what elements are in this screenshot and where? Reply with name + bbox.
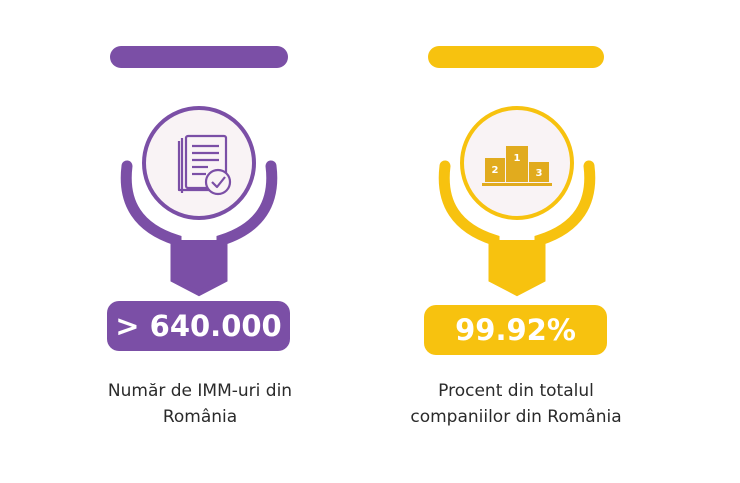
stat-caption: Procent din totalul companiilor din Româ…	[376, 378, 656, 430]
top-bar	[110, 46, 288, 68]
pin-holder-shape	[438, 160, 596, 297]
pin-holder-shape	[120, 160, 278, 297]
document-checklist-icon	[177, 134, 232, 196]
svg-text:2: 2	[492, 165, 499, 176]
caption-line: companiilor din România	[410, 407, 622, 427]
value-badge: > 640.000	[107, 301, 290, 351]
stat-card-percentage: 2 1 3 99.92% Procent din totalul compani…	[396, 0, 636, 483]
stat-caption: Număr de IMM-uri din România	[60, 378, 340, 430]
value-badge: 99.92%	[424, 305, 607, 355]
stat-card-smes-count: > 640.000 Număr de IMM-uri din România	[80, 0, 320, 483]
svg-text:1: 1	[514, 153, 521, 164]
caption-line: Procent din totalul	[438, 381, 594, 401]
caption-line: România	[162, 407, 238, 427]
icon-circle	[142, 106, 256, 220]
icon-circle: 2 1 3	[460, 106, 574, 220]
svg-text:3: 3	[536, 168, 543, 179]
top-bar	[428, 46, 604, 68]
caption-line: Număr de IMM-uri din	[107, 381, 293, 401]
podium-icon: 2 1 3	[482, 146, 552, 186]
